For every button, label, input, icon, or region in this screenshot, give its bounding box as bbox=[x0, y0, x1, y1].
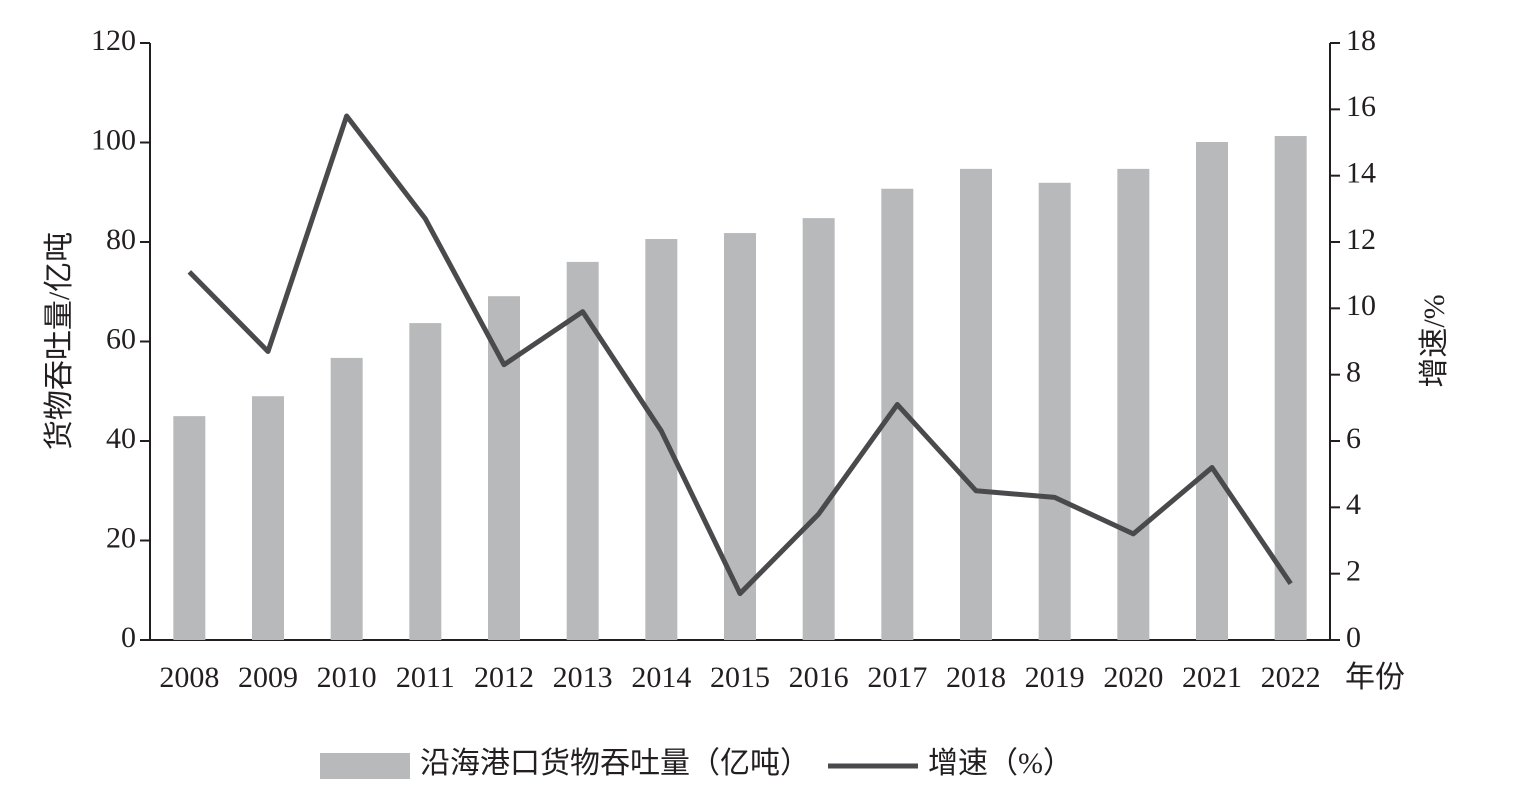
y2-tick-label: 4 bbox=[1346, 488, 1361, 521]
bar bbox=[1038, 182, 1071, 641]
x-tick-label: 2008 bbox=[159, 661, 219, 694]
legend-label: 增速（%） bbox=[928, 747, 1073, 780]
x-tick-label: 2011 bbox=[396, 661, 455, 694]
x-tick-label: 2015 bbox=[710, 661, 770, 694]
y-tick-label: 80 bbox=[106, 223, 136, 256]
y2-tick-label: 18 bbox=[1346, 24, 1376, 57]
line bbox=[187, 113, 1293, 597]
bar bbox=[645, 239, 678, 640]
bar bbox=[488, 296, 520, 640]
x-tick-label: 2016 bbox=[789, 661, 849, 694]
y-tick-label: 100 bbox=[91, 123, 136, 156]
x-tick-label: 2012 bbox=[474, 661, 534, 694]
y2-tick-label: 10 bbox=[1346, 289, 1376, 322]
x-tick-label: 2020 bbox=[1103, 661, 1163, 694]
x-tick-label: 2019 bbox=[1025, 661, 1085, 694]
y-axis-label: 货物吞吐量/亿吨 bbox=[43, 232, 76, 450]
bar bbox=[330, 357, 363, 640]
bar bbox=[960, 168, 992, 640]
bar bbox=[409, 323, 442, 640]
y2-tick-label: 6 bbox=[1346, 422, 1361, 455]
y2-tick-label: 16 bbox=[1346, 90, 1376, 123]
bar bbox=[173, 416, 206, 640]
y-tick-label: 40 bbox=[106, 422, 136, 455]
x-tick-label: 2014 bbox=[631, 661, 691, 694]
x-tick-label: 2022 bbox=[1261, 661, 1321, 694]
x-tick-label: 2013 bbox=[553, 661, 613, 694]
y-tick-label: 60 bbox=[106, 322, 136, 355]
bar bbox=[1274, 136, 1307, 640]
y-tick-label: 120 bbox=[91, 24, 136, 57]
y-tick-label: 20 bbox=[106, 521, 136, 554]
x-tick-label: 2010 bbox=[317, 661, 377, 694]
y2-tick-label: 0 bbox=[1346, 621, 1361, 654]
y2-tick-label: 2 bbox=[1346, 555, 1361, 588]
x-tick-label: 2009 bbox=[238, 661, 298, 694]
bar bbox=[802, 218, 835, 640]
x-tick-label: 2017 bbox=[867, 661, 927, 694]
x-tick-label: 2018 bbox=[946, 661, 1006, 694]
legend-swatch bbox=[320, 753, 410, 779]
y2-axis-label: 增速/% bbox=[1418, 294, 1451, 387]
legend-label: 沿海港口货物吞吐量（亿吨） bbox=[420, 747, 810, 780]
bar bbox=[252, 396, 284, 640]
bar bbox=[1196, 142, 1228, 640]
y2-tick-label: 8 bbox=[1346, 356, 1361, 389]
bar bbox=[1117, 168, 1150, 640]
x-axis-label: 年份 bbox=[1345, 661, 1405, 694]
y2-tick-label: 14 bbox=[1346, 157, 1376, 190]
y2-tick-label: 12 bbox=[1346, 223, 1376, 256]
y-tick-label: 0 bbox=[121, 621, 136, 654]
x-tick-label: 2021 bbox=[1182, 661, 1242, 694]
